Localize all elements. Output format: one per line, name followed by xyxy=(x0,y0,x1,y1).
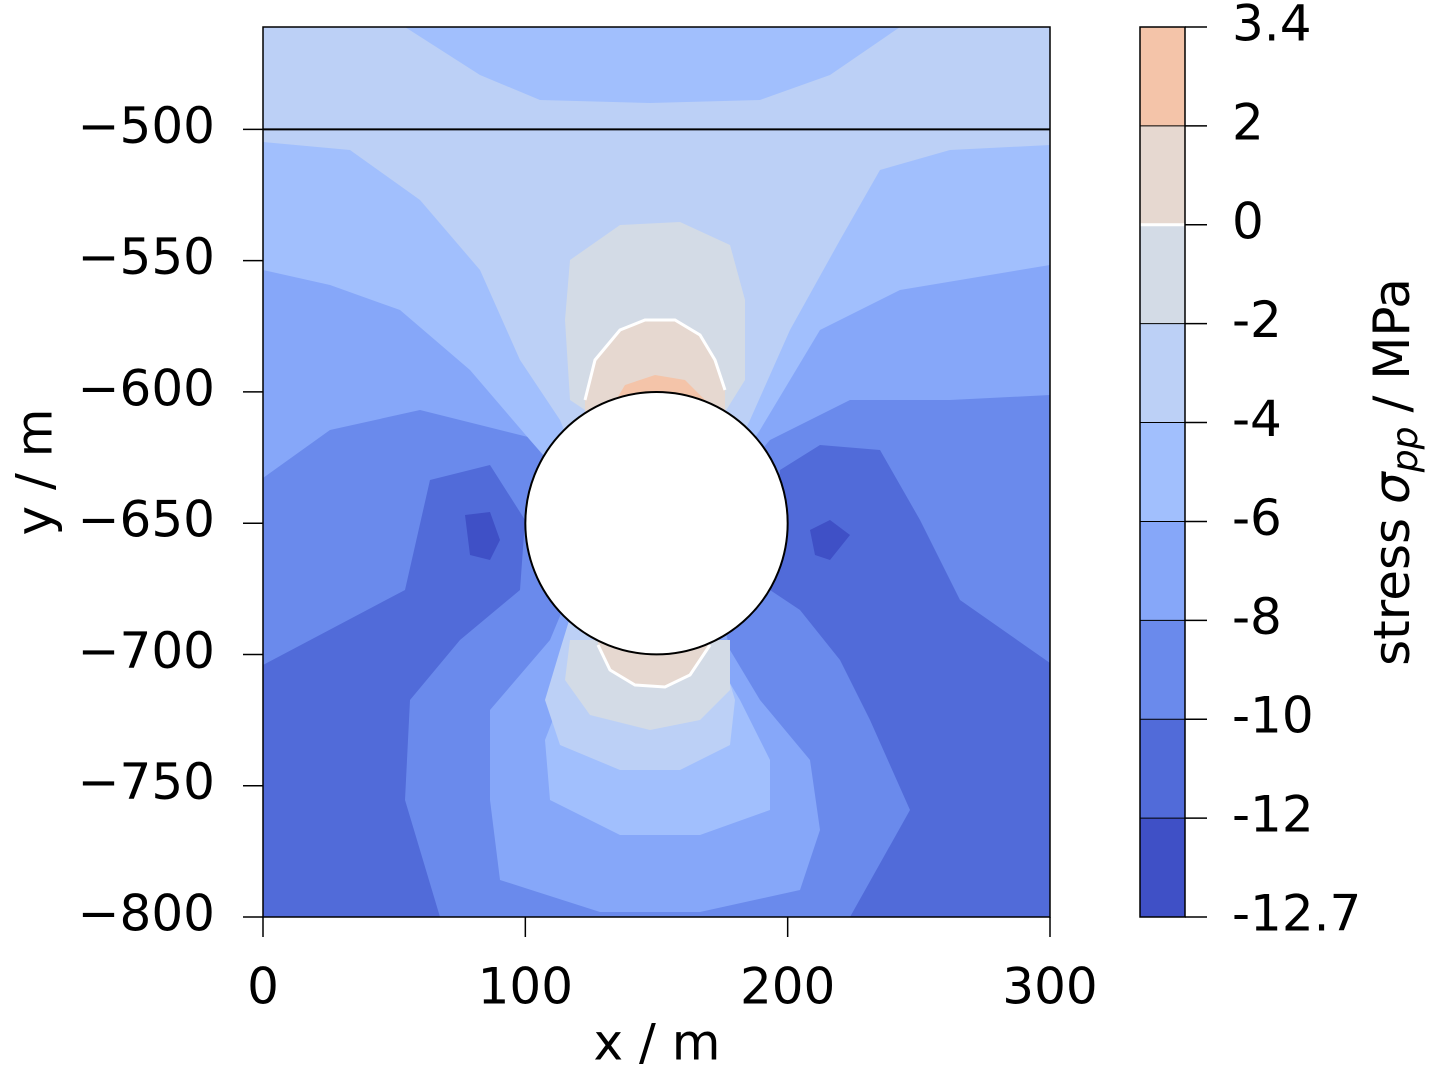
y-axis-label: y / m xyxy=(6,409,64,536)
x-axis-label: x / m xyxy=(594,1014,721,1072)
colorbar-tick-label: -12.7 xyxy=(1232,885,1361,943)
y-tick-label: −800 xyxy=(78,885,215,943)
colorbar-label: stress σpp / MPa xyxy=(1363,278,1427,666)
colorbar-band xyxy=(1140,27,1185,126)
colorbar-label-symbol: σ xyxy=(1363,471,1421,504)
x-tick-label: 0 xyxy=(247,958,279,1016)
x-tick-label: 300 xyxy=(1002,958,1097,1016)
colorbar-band xyxy=(1140,125,1185,225)
colorbar-tick-label: 0 xyxy=(1232,192,1264,250)
colorbar-band xyxy=(1140,224,1185,324)
x-tick-label: 100 xyxy=(478,958,573,1016)
colorbar-band xyxy=(1140,620,1185,720)
y-tick-label: −600 xyxy=(78,359,215,417)
colorbar-frame xyxy=(1139,26,1186,918)
y-tick-label: −500 xyxy=(78,97,215,155)
colorbar-tick-label: -6 xyxy=(1232,489,1282,547)
colorbar-band xyxy=(1140,422,1185,522)
contour-line xyxy=(583,318,727,401)
y-tick-label: −550 xyxy=(78,228,215,286)
contour-region xyxy=(465,512,500,560)
x-tick-label: 200 xyxy=(740,958,835,1016)
colorbar-band xyxy=(1140,521,1185,621)
colorbar-tick-label: 2 xyxy=(1232,93,1264,151)
colorbar-band xyxy=(1140,818,1185,917)
y-tick-label: −700 xyxy=(78,622,215,680)
colorbar-tick-label: -10 xyxy=(1232,687,1314,745)
colorbar-tick-label: -8 xyxy=(1232,588,1282,646)
colorbar-band xyxy=(1140,323,1185,423)
colorbar-label-unit: / MPa xyxy=(1363,278,1421,412)
y-tick-label: −650 xyxy=(78,491,215,549)
colorbar-tick-label: -2 xyxy=(1232,291,1282,349)
contour-region xyxy=(405,27,900,103)
colorbar-tick-label: -12 xyxy=(1232,786,1314,844)
colorbar-tick-label: -4 xyxy=(1232,390,1282,448)
colorbar-tick-label: 3.4 xyxy=(1232,0,1312,53)
colorbar-band xyxy=(1140,719,1185,819)
y-tick-label: −750 xyxy=(78,753,215,811)
plot-area xyxy=(263,27,1050,917)
cavity xyxy=(524,391,789,656)
contour-line xyxy=(596,644,712,689)
colorbar-label-text: stress xyxy=(1363,518,1421,666)
colorbar-label-subscript: pp xyxy=(1385,427,1426,474)
contour-region xyxy=(810,520,850,560)
axes-frame xyxy=(262,26,1051,918)
